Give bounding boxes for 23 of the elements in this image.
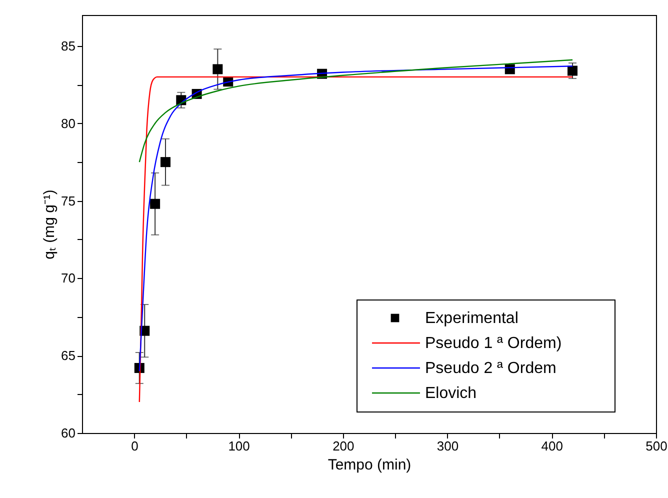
point — [212, 64, 223, 74]
y-tick-label: 70 — [61, 270, 76, 286]
legend-label: Elovich — [425, 385, 477, 402]
x-tick-label: 500 — [646, 438, 668, 454]
legend-label: Pseudo 1 ª Ordem) — [425, 335, 562, 352]
y-tick-label: 60 — [61, 426, 76, 440]
y-tick-label: 75 — [61, 193, 76, 208]
y-tick-label: 85 — [61, 38, 76, 54]
y-axis-title: qₜ (mg g⁻¹) — [41, 190, 58, 260]
y-tick-label: 65 — [61, 348, 76, 364]
legend-label: Pseudo 2 ª Ordem — [425, 360, 556, 377]
x-tick-label: 200 — [332, 438, 354, 454]
x-axis-title: Tempo (min) — [328, 456, 412, 474]
x-tick-label: 0 — [131, 438, 138, 454]
line-series — [138, 59, 574, 163]
x-tick-label: 100 — [228, 438, 250, 454]
x-tick-label: 400 — [541, 438, 563, 454]
y-tick-label: 80 — [61, 116, 76, 131]
point — [160, 157, 170, 168]
point — [150, 198, 160, 209]
point — [568, 66, 578, 76]
legend-label: Experimental — [425, 310, 518, 327]
x-tick-label: 300 — [436, 438, 459, 454]
